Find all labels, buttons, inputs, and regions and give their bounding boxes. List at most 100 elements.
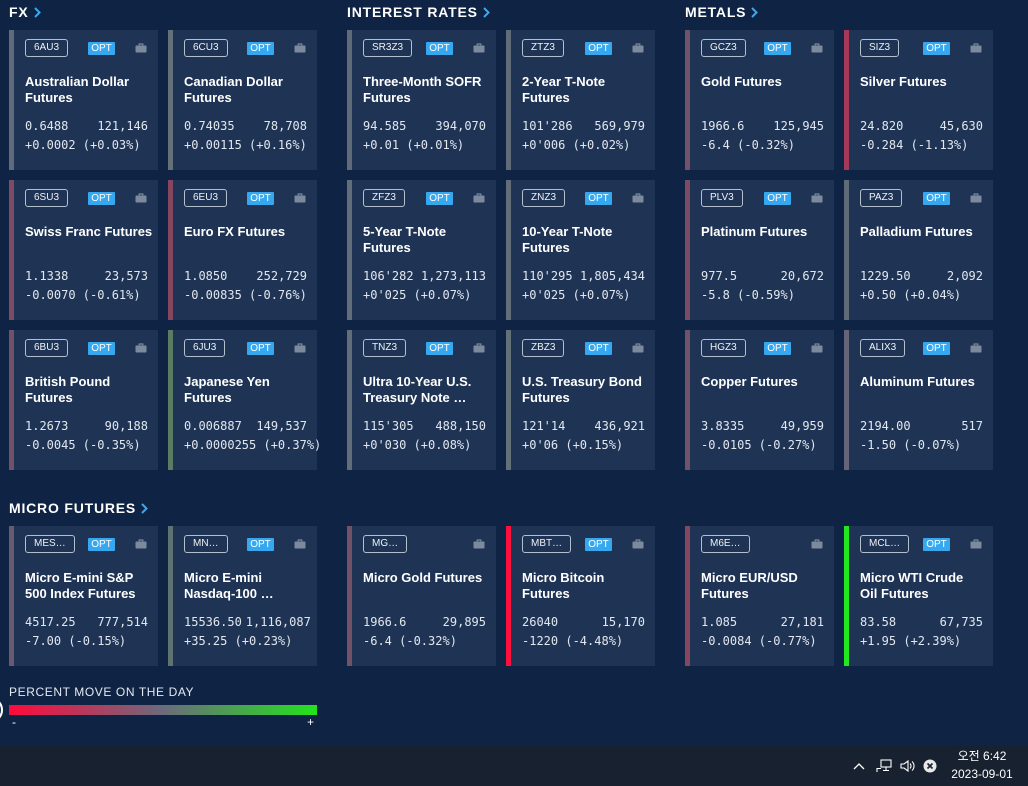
options-badge[interactable]: OPT — [88, 42, 115, 55]
options-badge[interactable]: OPT — [764, 42, 791, 55]
options-badge[interactable]: OPT — [247, 538, 274, 551]
options-badge[interactable]: OPT — [923, 42, 950, 55]
options-badge[interactable]: OPT — [585, 42, 612, 55]
ticker-badge[interactable]: TNZ3 — [363, 339, 406, 357]
futures-card[interactable]: PLV3 OPT Platinum Futures 977.5 20,672 -… — [685, 180, 834, 320]
ticker-badge[interactable]: SIZ3 — [860, 39, 900, 57]
ticker-badge[interactable]: MN… — [184, 535, 228, 553]
options-badge[interactable]: OPT — [247, 342, 274, 355]
futures-card[interactable]: MN… OPT Micro E-mini Nasdaq-100 … 15536.… — [168, 526, 317, 666]
close-circle-icon[interactable] — [923, 759, 937, 773]
metals-section-link[interactable]: METALS — [685, 0, 993, 24]
briefcase-icon[interactable] — [811, 539, 823, 549]
futures-card[interactable]: ZBZ3 OPT U.S. Treasury Bond Futures 121'… — [506, 330, 655, 470]
partial-round-button[interactable] — [0, 697, 3, 723]
briefcase-icon[interactable] — [135, 343, 147, 353]
briefcase-icon[interactable] — [473, 43, 485, 53]
ticker-badge[interactable]: ALIX3 — [860, 339, 906, 357]
futures-card[interactable]: PAZ3 OPT Palladium Futures 1229.50 2,092… — [844, 180, 993, 320]
briefcase-icon[interactable] — [294, 43, 306, 53]
futures-card[interactable]: SR3Z3 OPT Three-Month SOFR Futures 94.58… — [347, 30, 496, 170]
briefcase-icon[interactable] — [473, 539, 485, 549]
ticker-badge[interactable]: 6AU3 — [25, 39, 69, 57]
ticker-badge[interactable]: 6CU3 — [184, 39, 228, 57]
ticker-badge[interactable]: HGZ3 — [701, 339, 746, 357]
ticker-badge[interactable]: ZFZ3 — [363, 189, 405, 207]
futures-card[interactable]: MES… OPT Micro E-mini S&P 500 Index Futu… — [9, 526, 158, 666]
options-badge[interactable]: OPT — [585, 192, 612, 205]
options-badge[interactable]: OPT — [426, 342, 453, 355]
options-badge[interactable]: OPT — [923, 192, 950, 205]
ticker-badge[interactable]: PAZ3 — [860, 189, 903, 207]
interest-rates-section-link[interactable]: INTEREST RATES — [347, 0, 655, 24]
briefcase-icon[interactable] — [811, 43, 823, 53]
futures-card[interactable]: ZTZ3 OPT 2-Year T-Note Futures 101'286 5… — [506, 30, 655, 170]
futures-card[interactable]: 6BU3 OPT British Pound Futures 1.2673 90… — [9, 330, 158, 470]
options-badge[interactable]: OPT — [88, 538, 115, 551]
options-badge[interactable]: OPT — [88, 192, 115, 205]
chevron-up-icon[interactable] — [853, 762, 865, 770]
futures-card[interactable]: 6EU3 OPT Euro FX Futures 1.0850 252,729 … — [168, 180, 317, 320]
futures-card[interactable]: HGZ3 OPT Copper Futures 3.8335 49,959 -0… — [685, 330, 834, 470]
futures-card[interactable]: 6CU3 OPT Canadian Dollar Futures 0.74035… — [168, 30, 317, 170]
ticker-badge[interactable]: 6JU3 — [184, 339, 226, 357]
futures-card[interactable]: TNZ3 OPT Ultra 10-Year U.S. Treasury Not… — [347, 330, 496, 470]
briefcase-icon[interactable] — [632, 343, 644, 353]
briefcase-icon[interactable] — [473, 193, 485, 203]
ticker-badge[interactable]: ZNZ3 — [522, 189, 565, 207]
ticker-badge[interactable]: MBT… — [522, 535, 572, 553]
options-badge[interactable]: OPT — [923, 538, 950, 551]
taskbar-clock[interactable]: 오전 6:42 2023-09-01 — [944, 747, 1020, 783]
options-badge[interactable]: OPT — [426, 192, 453, 205]
briefcase-icon[interactable] — [294, 539, 306, 549]
futures-card[interactable]: MG… Micro Gold Futures 1966.6 29,895 -6.… — [347, 526, 496, 666]
briefcase-icon[interactable] — [632, 539, 644, 549]
futures-card[interactable]: 6JU3 OPT Japanese Yen Futures 0.006887 1… — [168, 330, 321, 470]
ticker-badge[interactable]: ZTZ3 — [522, 39, 564, 57]
options-badge[interactable]: OPT — [585, 538, 612, 551]
futures-card[interactable]: MBT… OPT Micro Bitcoin Futures 26040 15,… — [506, 526, 655, 666]
ticker-badge[interactable]: 6SU3 — [25, 189, 69, 207]
futures-card[interactable]: 6AU3 OPT Australian Dollar Futures 0.648… — [9, 30, 158, 170]
ticker-badge[interactable]: MES… — [25, 535, 75, 553]
briefcase-icon[interactable] — [294, 193, 306, 203]
futures-card[interactable]: 6SU3 OPT Swiss Franc Futures 1.1338 23,5… — [9, 180, 158, 320]
network-icon[interactable] — [876, 759, 892, 773]
ticker-badge[interactable]: SR3Z3 — [363, 39, 413, 57]
briefcase-icon[interactable] — [970, 43, 982, 53]
micro-futures-section-link[interactable]: MICRO FUTURES — [9, 496, 993, 520]
options-badge[interactable]: OPT — [585, 342, 612, 355]
futures-card[interactable]: M6E… Micro EUR/USD Futures 1.085 27,181 … — [685, 526, 834, 666]
ticker-badge[interactable]: 6EU3 — [184, 189, 228, 207]
options-badge[interactable]: OPT — [764, 342, 791, 355]
futures-card[interactable]: MCL… OPT Micro WTI Crude Oil Futures 83.… — [844, 526, 993, 666]
briefcase-icon[interactable] — [970, 343, 982, 353]
fx-section-link[interactable]: FX — [9, 0, 317, 24]
futures-card[interactable]: SIZ3 OPT Silver Futures 24.820 45,630 -0… — [844, 30, 993, 170]
ticker-badge[interactable]: PLV3 — [701, 189, 743, 207]
briefcase-icon[interactable] — [135, 193, 147, 203]
speaker-icon[interactable] — [900, 759, 915, 773]
ticker-badge[interactable]: ZBZ3 — [522, 339, 565, 357]
briefcase-icon[interactable] — [811, 343, 823, 353]
briefcase-icon[interactable] — [632, 193, 644, 203]
options-badge[interactable]: OPT — [247, 42, 274, 55]
futures-card[interactable]: GCZ3 OPT Gold Futures 1966.6 125,945 -6.… — [685, 30, 834, 170]
ticker-badge[interactable]: 6BU3 — [25, 339, 69, 357]
ticker-badge[interactable]: MCL… — [860, 535, 910, 553]
futures-card[interactable]: ZFZ3 OPT 5-Year T-Note Futures 106'282 1… — [347, 180, 496, 320]
futures-card[interactable]: ALIX3 OPT Aluminum Futures 2194.00 517 -… — [844, 330, 993, 470]
ticker-badge[interactable]: GCZ3 — [701, 39, 746, 57]
futures-card[interactable]: ZNZ3 OPT 10-Year T-Note Futures 110'295 … — [506, 180, 655, 320]
briefcase-icon[interactable] — [632, 43, 644, 53]
ticker-badge[interactable]: M6E… — [701, 535, 750, 553]
briefcase-icon[interactable] — [473, 343, 485, 353]
briefcase-icon[interactable] — [970, 539, 982, 549]
options-badge[interactable]: OPT — [247, 192, 274, 205]
options-badge[interactable]: OPT — [923, 342, 950, 355]
options-badge[interactable]: OPT — [426, 42, 453, 55]
briefcase-icon[interactable] — [970, 193, 982, 203]
briefcase-icon[interactable] — [811, 193, 823, 203]
briefcase-icon[interactable] — [135, 539, 147, 549]
options-badge[interactable]: OPT — [88, 342, 115, 355]
